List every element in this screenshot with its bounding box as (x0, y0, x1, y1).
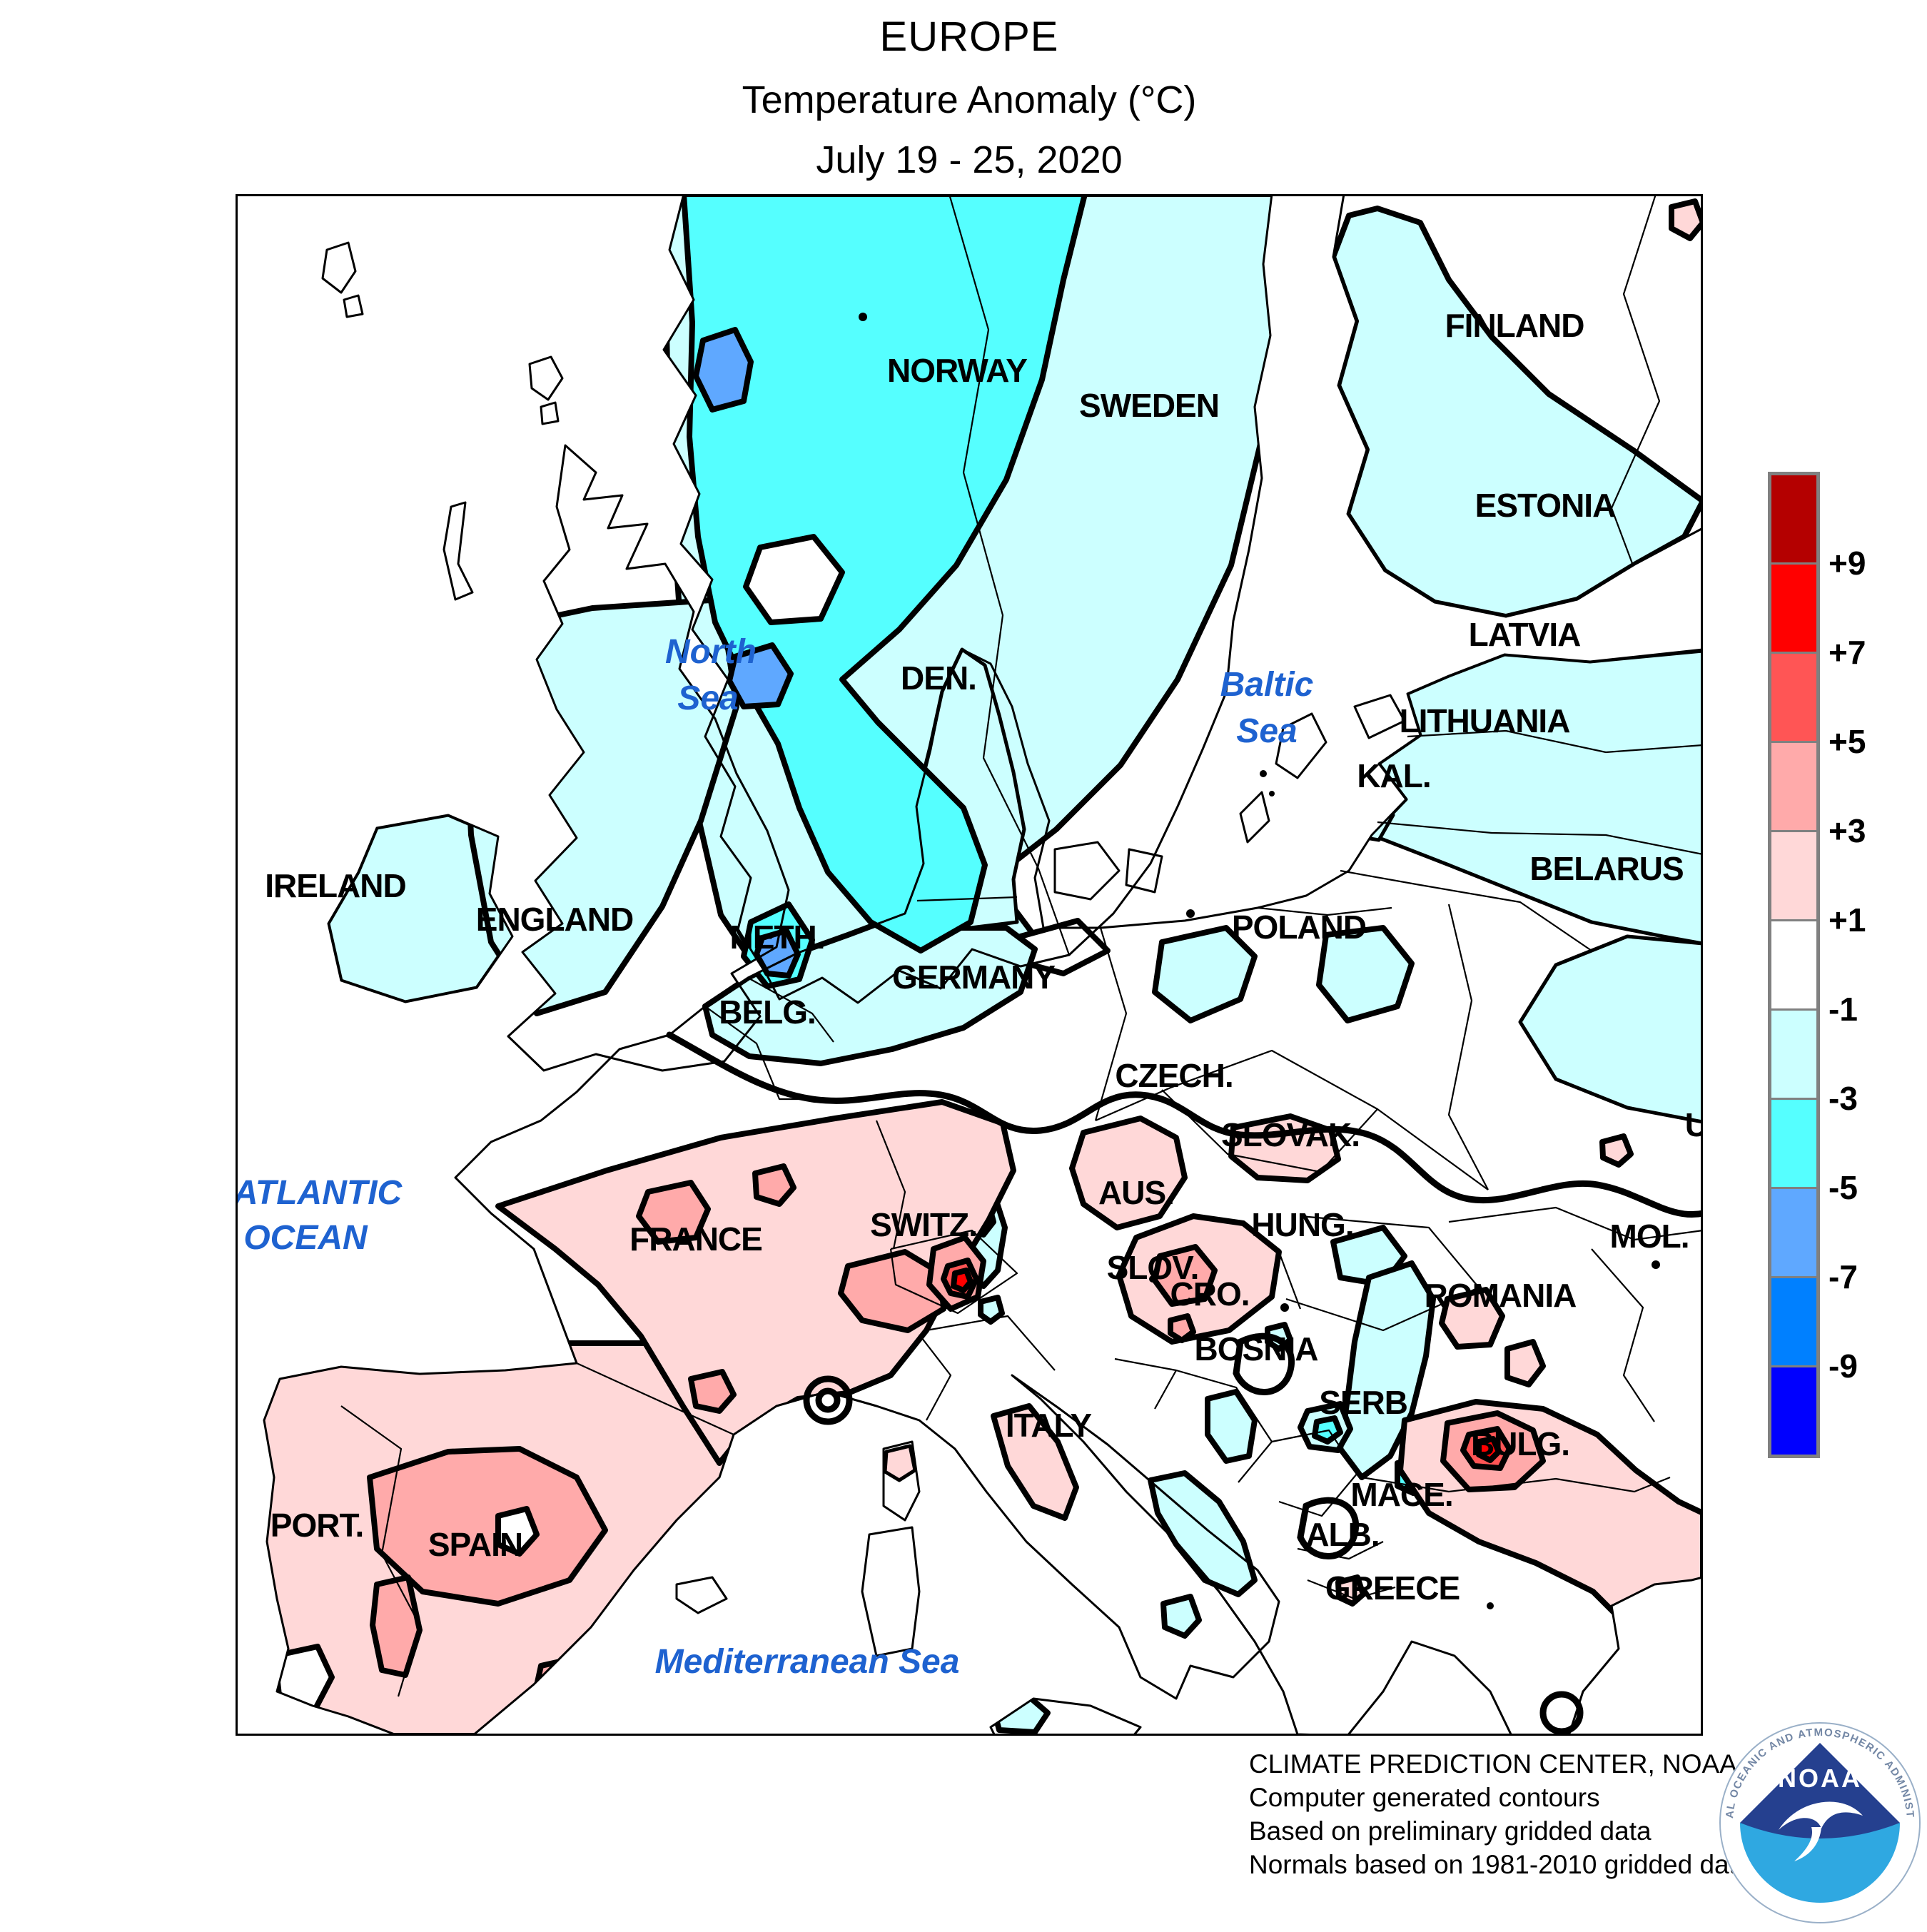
map-label-slovak: SLOVAK. (1221, 1116, 1360, 1153)
title-block: EUROPE Temperature Anomaly (°C) July 19 … (236, 13, 1703, 182)
legend-swatch-4 (1771, 832, 1816, 921)
country-labels-layer: NORWAY SWEDEN FINLAND ESTONIA LATVIA LITHUANI… (265, 307, 1763, 1607)
europe-temperature-anomaly-map: NORWAY SWEDEN FINLAND ESTONIA LATVIA LITHUANI… (233, 193, 1763, 1737)
map-label-sweden: SWEDEN (1079, 387, 1219, 424)
legend-swatch-2 (1771, 654, 1816, 743)
map-date-range: July 19 - 25, 2020 (816, 138, 1123, 181)
sea-label-baltic-sea-2: Sea (1236, 712, 1297, 750)
map-label-mace: MACE. (1350, 1476, 1452, 1513)
map-label-france: FRANCE (629, 1220, 762, 1258)
attribution-method: Computer generated contours (1249, 1783, 1600, 1812)
thick-contours-layer (666, 1031, 1706, 1735)
sea-label-baltic-sea-1: Baltic (1220, 666, 1314, 704)
map-label-bulg: BULG. (1471, 1425, 1569, 1462)
map-svg: NORWAY SWEDEN FINLAND ESTONIA LATVIA LITHUANI… (233, 193, 1763, 1737)
map-label-cro: CRO. (1170, 1275, 1250, 1313)
sea-label-atlantic-1: ATLANTIC (236, 1174, 403, 1212)
map-label-hung: HUNG. (1251, 1206, 1353, 1243)
noaa-logo: NATIONAL OCEANIC AND ATMOSPHERIC ADMINIS… (1708, 1705, 1927, 1932)
map-subtitle: Temperature Anomaly (°C) (742, 79, 1197, 121)
country-borders-layer (340, 193, 1704, 1697)
map-label-england: ENGLAND (476, 901, 633, 938)
legend-tick-+5: +5 (1829, 723, 1866, 760)
map-label-latvia: LATVIA (1469, 616, 1581, 653)
legend-swatch-8 (1771, 1189, 1816, 1278)
legend-tick-+9: +9 (1829, 545, 1866, 582)
legend-tick--3: -3 (1829, 1080, 1858, 1117)
map-frame (236, 194, 1703, 1736)
legend-swatch-1 (1771, 565, 1816, 654)
attribution-normals: Normals based on 1981-2010 gridded data (1249, 1850, 1751, 1879)
legend-swatch-9 (1771, 1278, 1816, 1367)
sea-label-north-sea-1: North (665, 633, 757, 671)
attribution-block: CLIMATE PREDICTION CENTER, NOAA Computer… (1249, 1747, 1751, 1881)
map-label-norway: NORWAY (887, 352, 1027, 389)
logo-seagull-icon (1779, 1801, 1863, 1830)
attribution-data: Based on preliminary gridded data (1249, 1816, 1652, 1846)
map-label-port: PORT. (270, 1507, 363, 1544)
map-label-belg: BELG. (719, 993, 816, 1031)
logo-noaa-text: NOAA (1778, 1764, 1862, 1793)
map-label-belarus: BELARUS (1529, 850, 1683, 887)
map-label-mol: MOL. (1610, 1218, 1689, 1255)
legend-tick--7: -7 (1829, 1258, 1858, 1295)
legend-tick-+3: +3 (1829, 812, 1866, 849)
map-label-aus: AUS. (1098, 1174, 1174, 1211)
legend-tick-+7: +7 (1829, 634, 1866, 671)
attribution-source: CLIMATE PREDICTION CENTER, NOAA (1249, 1749, 1737, 1779)
sea-labels-layer: North Sea Baltic Sea ATLANTIC OCEAN Mediterran… (233, 633, 1314, 1681)
map-label-den: DEN. (901, 659, 976, 697)
legend-swatch-3 (1771, 743, 1816, 832)
sea-label-mediterranean: Mediterranean Sea (655, 1643, 960, 1681)
map-label-romania: ROMANIA (1425, 1277, 1577, 1314)
map-label-germany: GERMANY (892, 959, 1055, 996)
map-label-ireland: IRELAND (265, 867, 405, 904)
map-label-italy: ITALY (1006, 1407, 1092, 1444)
map-label-switz: SWITZ. (870, 1206, 977, 1243)
map-label-bosnia: BOSNIA (1195, 1330, 1318, 1367)
map-label-finland: FINLAND (1445, 307, 1584, 344)
legend-tick--5: -5 (1829, 1169, 1858, 1206)
map-label-spain: SPAIN (428, 1526, 522, 1563)
anomaly-colorbar (1768, 472, 1820, 1458)
legend-tick--1: -1 (1829, 991, 1858, 1028)
map-label-estonia: ESTONIA (1475, 487, 1616, 524)
map-label-lithuania: LITHUANIA (1400, 702, 1570, 739)
legend-swatch-10 (1771, 1367, 1816, 1455)
map-label-greece: GREECE (1325, 1569, 1460, 1607)
map-label-neth: NETH. (730, 919, 825, 956)
map-label-slov: SLOV. (1107, 1249, 1199, 1286)
legend-swatch-5 (1771, 921, 1816, 1011)
legend-tick-+1: +1 (1829, 901, 1866, 939)
legend-tick--9: -9 (1829, 1347, 1858, 1385)
anomaly-shading-layer (264, 194, 1703, 1736)
legend-swatch-0 (1771, 475, 1816, 565)
map-label-czech: CZECH. (1115, 1057, 1233, 1094)
sea-label-atlantic-2: OCEAN (243, 1219, 368, 1257)
map-label-ukr: UKR. (1685, 1106, 1703, 1143)
legend-swatch-6 (1771, 1011, 1816, 1100)
map-label-poland: POLAND (1232, 909, 1366, 946)
map-label-alb: ALB. (1305, 1516, 1379, 1553)
map-title: EUROPE (879, 14, 1059, 60)
logo-seagull-tail (1794, 1827, 1821, 1861)
map-dots-layer (859, 313, 1660, 1609)
legend-swatch-7 (1771, 1100, 1816, 1189)
map-label-kal: KAL. (1357, 757, 1430, 794)
sea-label-north-sea-2: Sea (677, 679, 738, 717)
map-label-serb: SERB. (1319, 1384, 1416, 1421)
